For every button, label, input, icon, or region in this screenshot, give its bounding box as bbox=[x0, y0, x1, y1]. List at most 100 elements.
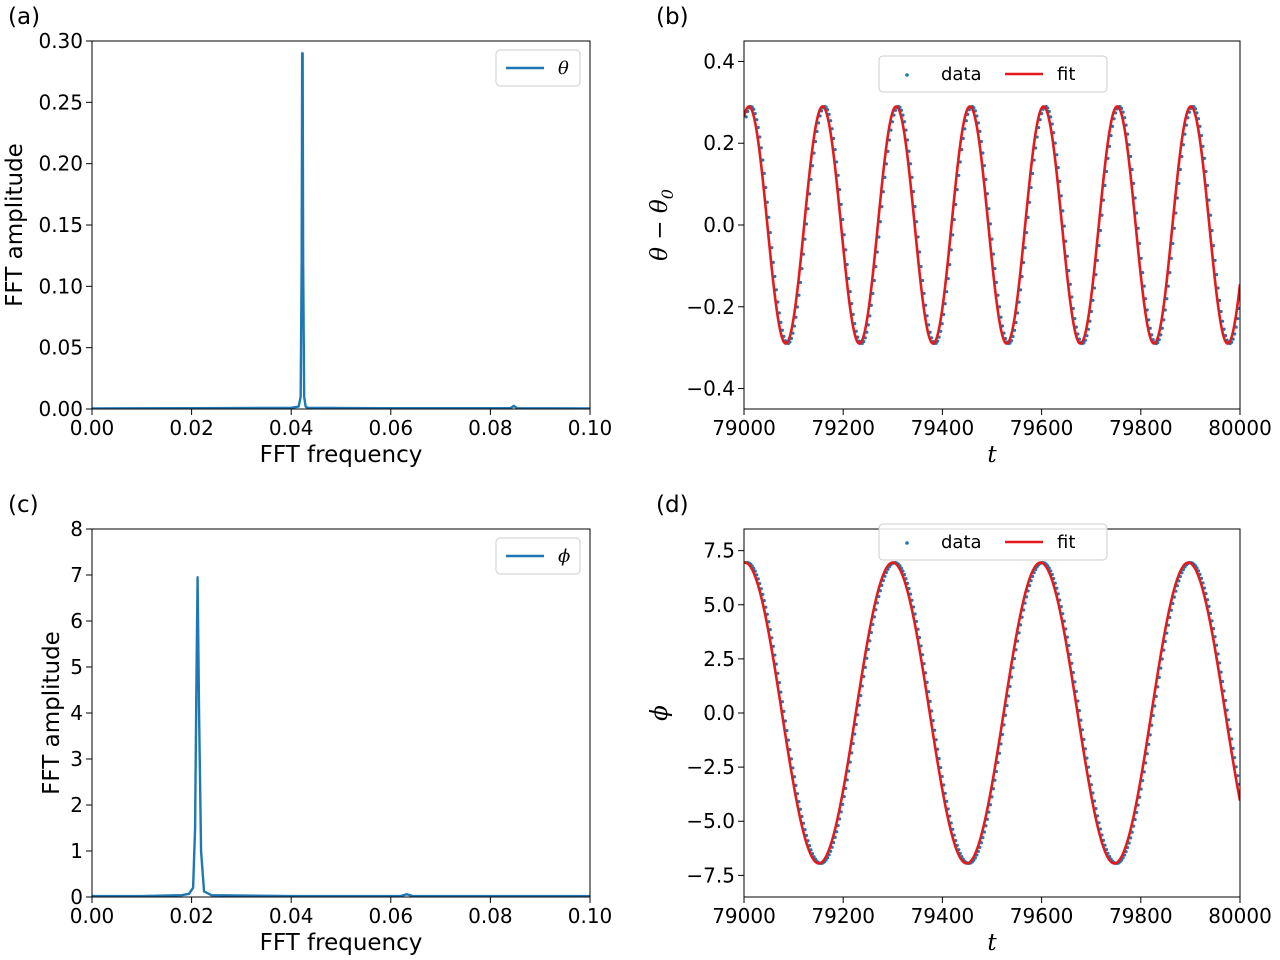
data-point bbox=[988, 222, 993, 226]
data-point bbox=[770, 246, 774, 250]
data-point bbox=[919, 264, 923, 269]
x-tick-label: 79800 bbox=[1109, 904, 1173, 928]
x-axis-label: t bbox=[987, 442, 997, 468]
data-point bbox=[877, 235, 881, 239]
x-tick-label: 0.06 bbox=[369, 416, 414, 440]
data-point bbox=[809, 177, 813, 182]
x-tick-label: 0.04 bbox=[269, 416, 314, 440]
data-point bbox=[1168, 271, 1172, 275]
data-point bbox=[1065, 254, 1069, 258]
y-tick-label: 0.15 bbox=[38, 213, 83, 237]
data-point bbox=[1166, 284, 1170, 288]
data-point bbox=[1031, 171, 1035, 176]
legend-label-1: fit bbox=[1057, 532, 1075, 553]
axes-frame bbox=[743, 40, 1241, 410]
y-tick-label: −7.5 bbox=[686, 863, 735, 887]
legend: data fit bbox=[878, 55, 1108, 93]
plot-area bbox=[92, 52, 590, 409]
x-axis-label: t bbox=[987, 930, 997, 956]
data-point bbox=[1175, 196, 1179, 200]
data-point bbox=[771, 260, 775, 265]
y-tick-label: 5 bbox=[70, 655, 83, 679]
data-point bbox=[952, 217, 956, 222]
y-axis-label-sub: 0 bbox=[658, 189, 677, 199]
x-tick-label: 0.02 bbox=[169, 416, 214, 440]
data-point bbox=[881, 190, 885, 194]
data-point bbox=[838, 187, 842, 192]
data-point bbox=[1171, 241, 1175, 246]
plot-area bbox=[744, 104, 1240, 346]
data-point bbox=[1204, 169, 1208, 174]
axes-frame bbox=[91, 528, 591, 898]
data-point bbox=[1169, 256, 1173, 260]
y-axis-label: FFT amplitude bbox=[2, 143, 28, 307]
x-tick-label: 0.08 bbox=[468, 904, 513, 928]
y-axis-label-main: θ − θ bbox=[647, 199, 673, 261]
series-points-0 bbox=[744, 104, 1240, 346]
panel-label: (d) bbox=[656, 492, 689, 518]
legend-label-0: data bbox=[941, 532, 982, 553]
data-point bbox=[806, 207, 810, 211]
data-point bbox=[844, 248, 848, 252]
plot-area bbox=[92, 576, 590, 897]
y-tick-label: 0.2 bbox=[703, 131, 735, 155]
x-axis-label: FFT frequency bbox=[260, 442, 423, 468]
legend: data fit bbox=[878, 523, 1108, 561]
legend-label-0: θ bbox=[558, 58, 569, 79]
data-point bbox=[874, 265, 878, 269]
x-tick-label: 0.08 bbox=[468, 416, 513, 440]
data-point bbox=[1022, 260, 1026, 265]
data-point bbox=[1104, 169, 1109, 174]
data-point bbox=[916, 235, 920, 239]
data-point bbox=[1067, 269, 1071, 273]
chart-a: (a) 0.00 0.02 0.04 0.06 0.08 0.10 0.00 0.05 0.10 0… bbox=[2, 4, 612, 468]
data-point bbox=[1135, 211, 1139, 215]
y-tick-label: 0.0 bbox=[703, 701, 735, 725]
data-point bbox=[1062, 224, 1066, 228]
data-point bbox=[1097, 244, 1101, 248]
x-tick-label: 79000 bbox=[712, 416, 776, 440]
axes-frame bbox=[743, 528, 1241, 898]
x-tick-label: 79800 bbox=[1109, 416, 1173, 440]
data-point bbox=[917, 250, 922, 254]
data-point bbox=[1205, 183, 1210, 188]
data-point bbox=[946, 276, 950, 281]
data-point bbox=[835, 160, 839, 164]
data-point bbox=[914, 220, 919, 224]
legend-label-0: ϕ bbox=[558, 546, 570, 567]
x-tick-label: 79600 bbox=[1010, 416, 1074, 440]
y-axis-label: θ − θ0 bbox=[647, 189, 677, 261]
data-point bbox=[1061, 209, 1065, 213]
data-point bbox=[985, 192, 990, 196]
data-point bbox=[1095, 258, 1100, 263]
x-tick-label: 0.10 bbox=[568, 904, 613, 928]
legend-marker-0 bbox=[905, 73, 909, 77]
data-point bbox=[768, 230, 772, 235]
data-point bbox=[845, 262, 849, 267]
data-point bbox=[1138, 241, 1142, 246]
y-tick-label: −0.2 bbox=[686, 295, 735, 319]
data-point bbox=[1101, 198, 1106, 202]
data-point bbox=[1133, 196, 1137, 200]
y-tick-label: 8 bbox=[70, 517, 83, 541]
series-line-0 bbox=[92, 52, 590, 409]
data-point bbox=[1136, 226, 1140, 230]
y-axis-label: ϕ bbox=[647, 705, 673, 721]
data-point bbox=[948, 262, 952, 267]
x-tick-label: 79200 bbox=[811, 416, 875, 440]
x-tick-label: 0.04 bbox=[269, 904, 314, 928]
data-point bbox=[872, 278, 876, 283]
data-point bbox=[1098, 228, 1103, 233]
data-point bbox=[1207, 198, 1211, 202]
data-point bbox=[880, 205, 884, 209]
y-tick-label: 0.0 bbox=[703, 213, 735, 237]
y-tick-label: 0.4 bbox=[703, 49, 735, 73]
data-point bbox=[1059, 194, 1063, 198]
y-tick-label: 2 bbox=[70, 793, 83, 817]
y-axis-label-main: FFT amplitude bbox=[39, 631, 65, 795]
data-point bbox=[767, 215, 771, 219]
data-point bbox=[984, 177, 988, 181]
y-tick-label: 7.5 bbox=[703, 539, 735, 563]
data-point bbox=[990, 237, 994, 241]
